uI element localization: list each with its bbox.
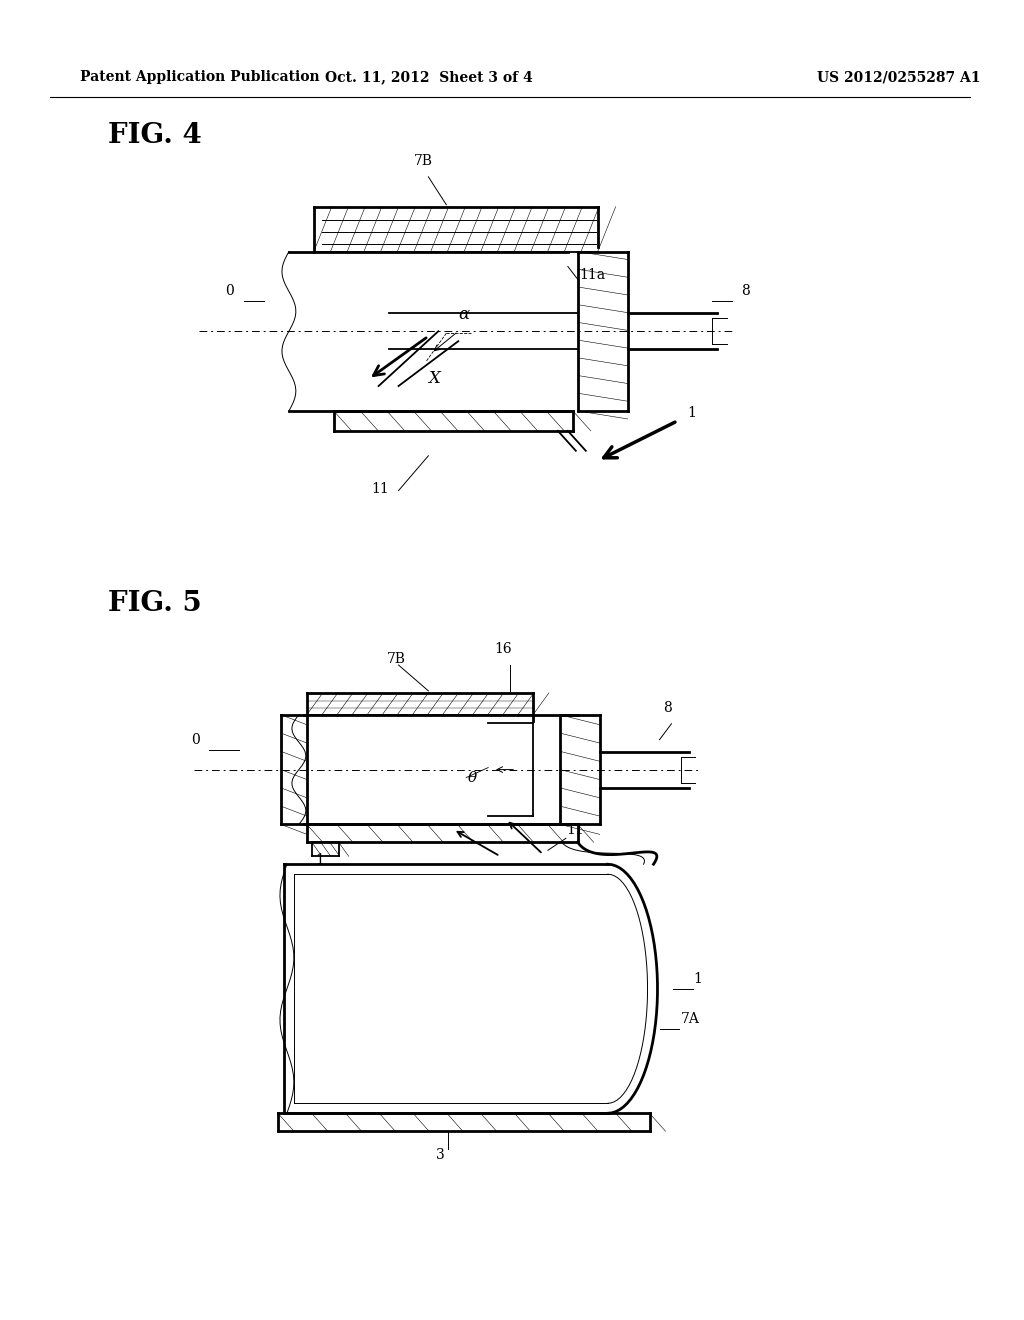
- Text: 0: 0: [190, 733, 200, 747]
- Text: 8: 8: [664, 701, 672, 715]
- Text: US 2012/0255287 A1: US 2012/0255287 A1: [817, 70, 980, 84]
- Text: FIG. 5: FIG. 5: [108, 590, 202, 618]
- Text: 3: 3: [436, 1148, 444, 1162]
- Text: 16: 16: [495, 642, 512, 656]
- Text: FIG. 4: FIG. 4: [108, 121, 202, 149]
- Text: X: X: [428, 370, 440, 387]
- Text: 7B: 7B: [386, 652, 406, 667]
- Text: Oct. 11, 2012  Sheet 3 of 4: Oct. 11, 2012 Sheet 3 of 4: [325, 70, 532, 84]
- Text: α: α: [459, 306, 470, 323]
- Text: 1: 1: [315, 853, 325, 867]
- Text: 1: 1: [693, 972, 702, 986]
- Text: 1: 1: [687, 407, 696, 420]
- Text: 11: 11: [566, 824, 584, 837]
- Text: θ: θ: [468, 771, 477, 784]
- Text: 11: 11: [372, 482, 389, 495]
- Text: 7B: 7B: [414, 154, 433, 168]
- Text: Patent Application Publication: Patent Application Publication: [80, 70, 319, 84]
- Text: 0: 0: [224, 284, 233, 298]
- Text: 11a: 11a: [580, 268, 606, 282]
- Text: 8: 8: [740, 284, 750, 298]
- Text: 7A: 7A: [680, 1011, 699, 1026]
